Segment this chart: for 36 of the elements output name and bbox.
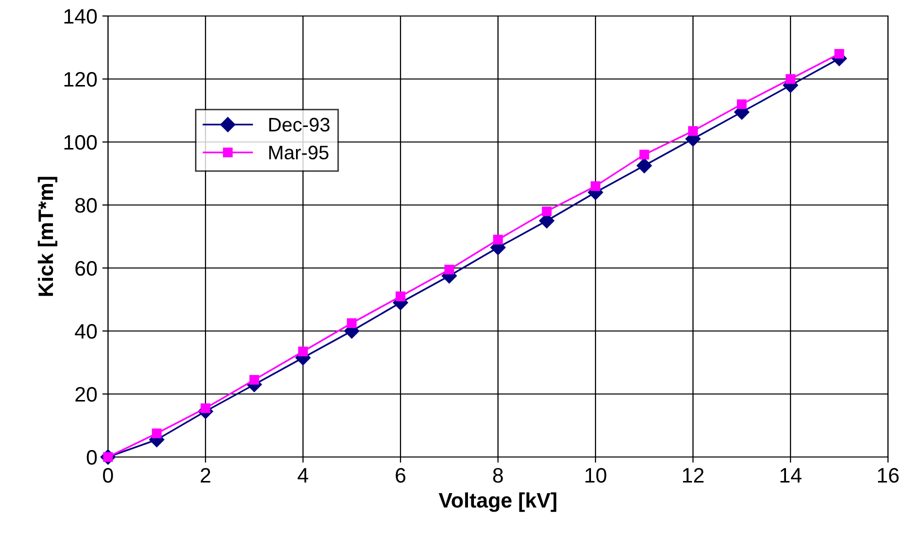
- point: [493, 234, 503, 245]
- y-tick-label: 120: [64, 72, 97, 87]
- point: [786, 74, 796, 84]
- legend-label: Dec-93: [269, 118, 330, 132]
- x-tick-label: 0: [103, 468, 113, 483]
- y-tick-label: 40: [74, 324, 97, 339]
- y-tick-label: 140: [64, 9, 97, 24]
- x-tick-label: 16: [878, 468, 899, 483]
- point: [249, 374, 260, 385]
- x-tick-label: 2: [200, 468, 210, 483]
- x-tick-label: 8: [493, 468, 503, 483]
- point: [639, 150, 650, 160]
- point: [152, 428, 162, 438]
- y-tick-label: 100: [64, 135, 97, 150]
- point: [688, 126, 698, 136]
- point: [636, 158, 652, 174]
- y-tick-label: 80: [75, 198, 97, 213]
- point: [590, 181, 600, 191]
- point: [396, 291, 406, 302]
- point: [444, 264, 454, 274]
- x-tick-label: 6: [396, 468, 406, 483]
- x-tick-label: 12: [683, 468, 704, 483]
- y-tick-label: 60: [75, 261, 97, 276]
- y-tick-label: 20: [75, 387, 97, 402]
- point: [298, 346, 308, 356]
- x-tick-label: 14: [780, 468, 802, 483]
- x-tick-label: 4: [298, 468, 308, 483]
- y-axis-title: Kick [mT*m]: [38, 176, 58, 296]
- point: [736, 99, 747, 110]
- x-axis-title: Voltage [kV]: [438, 492, 556, 512]
- point: [542, 206, 552, 216]
- legend-label: Mar-95: [269, 146, 328, 160]
- point: [346, 318, 357, 328]
- point: [834, 48, 844, 59]
- y-tick-label: 0: [86, 450, 97, 465]
- x-tick-label: 10: [586, 468, 606, 483]
